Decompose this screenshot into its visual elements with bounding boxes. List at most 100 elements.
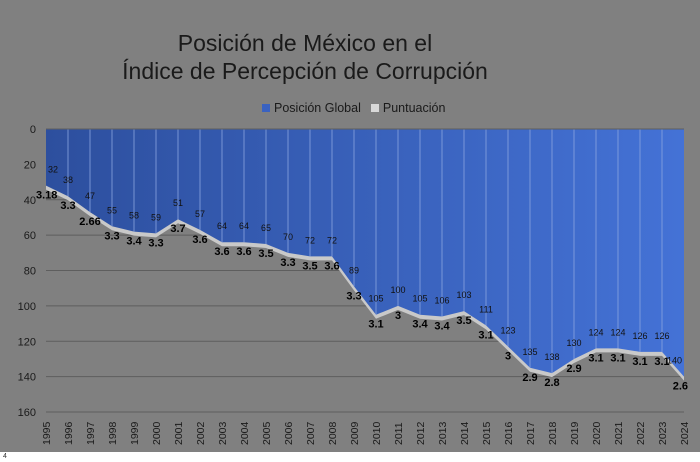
puntuacion-data-label: 2.9 (566, 363, 581, 375)
puntuacion-data-label: 3.3 (346, 290, 361, 302)
puntuacion-data-label: 3.5 (302, 260, 317, 272)
y-tick-label: 60 (24, 230, 36, 242)
puntuacion-data-label: 2.8 (544, 377, 559, 389)
x-tick-label: 2014 (459, 421, 471, 445)
posicion-data-label: 55 (107, 205, 117, 215)
y-tick-label: 20 (24, 159, 36, 171)
x-tick-label: 2021 (613, 421, 625, 445)
x-tick-label: 1996 (63, 421, 75, 445)
puntuacion-data-label: 3.3 (104, 230, 119, 242)
posicion-data-label: 138 (544, 352, 559, 362)
puntuacion-data-label: 3 (505, 351, 511, 363)
posicion-data-label: 65 (261, 223, 271, 233)
puntuacion-data-label: 3.3 (148, 237, 163, 249)
x-tick-label: 1997 (85, 421, 97, 445)
puntuacion-data-label: 2.6 (673, 381, 688, 393)
x-tick-label: 2002 (195, 421, 207, 445)
puntuacion-data-label: 3.3 (280, 257, 295, 269)
x-tick-label: 2017 (525, 421, 537, 445)
posicion-data-label: 64 (239, 221, 249, 231)
y-tick-label: 120 (18, 336, 36, 348)
posicion-data-label: 89 (349, 265, 359, 275)
puntuacion-data-label: 3.1 (588, 352, 603, 364)
legend-item-puntuacion: Puntuación (370, 101, 446, 115)
x-tick-label: 2016 (503, 421, 515, 445)
y-tick-label: 0 (30, 124, 36, 136)
puntuacion-data-label: 3.6 (236, 246, 251, 258)
posicion-data-label: 126 (654, 331, 669, 341)
puntuacion-data-label: 3.1 (478, 329, 493, 341)
x-tick-label: 2024 (679, 421, 691, 445)
posicion-data-label: 70 (283, 232, 293, 242)
x-tick-label: 2015 (481, 421, 493, 445)
puntuacion-data-label: 3.5 (456, 315, 471, 327)
legend-label-puntuacion: Puntuación (382, 101, 446, 115)
posicion-data-label: 32 (48, 165, 58, 175)
puntuacion-data-label: 2.66 (79, 216, 100, 228)
posicion-data-label: 38 (63, 175, 73, 185)
posicion-data-label: 64 (217, 221, 227, 231)
posicion-data-label: 47 (85, 191, 95, 201)
posicion-global-area (46, 129, 684, 377)
puntuacion-data-label: 3.1 (632, 356, 647, 368)
x-tick-label: 2020 (591, 421, 603, 445)
posicion-data-label: 106 (434, 295, 449, 305)
x-tick-label: 2000 (151, 421, 163, 445)
legend-swatch-posicion (262, 104, 270, 112)
puntuacion-data-label: 3.18 (36, 190, 57, 202)
puntuacion-data-label: 3.4 (412, 319, 428, 331)
x-tick-label: 2022 (635, 421, 647, 445)
x-tick-label: 2003 (217, 421, 229, 445)
chart-legend: Posición Global Puntuación (262, 100, 455, 116)
legend-item-posicion: Posición Global (262, 101, 361, 115)
posicion-data-label: 126 (632, 331, 647, 341)
puntuacion-data-label: 3.1 (610, 352, 625, 364)
puntuacion-data-label: 3.6 (192, 234, 207, 246)
puntuacion-data-label: 3.7 (170, 223, 185, 235)
posicion-data-label: 59 (151, 212, 161, 222)
x-tick-label: 2018 (547, 421, 559, 445)
x-tick-label: 2004 (239, 421, 251, 445)
x-tick-label: 2009 (349, 421, 361, 445)
y-tick-label: 140 (18, 372, 36, 384)
y-tick-label: 100 (18, 301, 36, 313)
x-tick-label: 1998 (107, 421, 119, 445)
posicion-data-label: 140 (667, 356, 682, 366)
posicion-data-label: 135 (522, 347, 537, 357)
x-tick-label: 2008 (327, 421, 339, 445)
x-tick-label: 2007 (305, 421, 317, 445)
x-tick-label: 2005 (261, 421, 273, 445)
puntuacion-data-label: 3 (395, 310, 401, 322)
posicion-data-label: 72 (305, 235, 315, 245)
posicion-data-label: 57 (195, 209, 205, 219)
puntuacion-data-label: 3.4 (434, 320, 450, 332)
y-tick-label: 40 (24, 195, 36, 207)
posicion-data-label: 105 (412, 294, 427, 304)
puntuacion-data-label: 3.3 (60, 200, 75, 212)
posicion-data-label: 111 (479, 304, 493, 314)
puntuacion-data-label: 3.5 (258, 248, 273, 260)
x-tick-label: 2023 (657, 421, 669, 445)
posicion-data-label: 51 (173, 198, 183, 208)
x-tick-label: 1995 (41, 421, 53, 445)
x-tick-label: 1999 (129, 421, 141, 445)
posicion-data-label: 124 (610, 327, 625, 337)
puntuacion-data-label: 2.9 (522, 372, 537, 384)
y-tick-label: 160 (18, 407, 36, 419)
posicion-data-label: 72 (327, 235, 337, 245)
posicion-data-label: 105 (368, 294, 383, 304)
puntuacion-data-label: 3.6 (324, 260, 339, 272)
x-tick-label: 2019 (569, 421, 581, 445)
puntuacion-data-label: 3.1 (654, 356, 669, 368)
puntuacion-data-label: 3.1 (368, 319, 383, 331)
chart-title-line-1: Posición de México en el (177, 30, 433, 56)
legend-swatch-puntuacion (370, 104, 379, 112)
x-tick-label: 2011 (393, 422, 405, 445)
posicion-data-label: 58 (129, 211, 139, 221)
posicion-data-label: 130 (566, 338, 581, 348)
footnote: 4 (3, 453, 7, 460)
x-tick-label: 2012 (415, 421, 427, 445)
posicion-data-label: 124 (588, 327, 603, 337)
puntuacion-data-label: 3.6 (214, 246, 229, 258)
